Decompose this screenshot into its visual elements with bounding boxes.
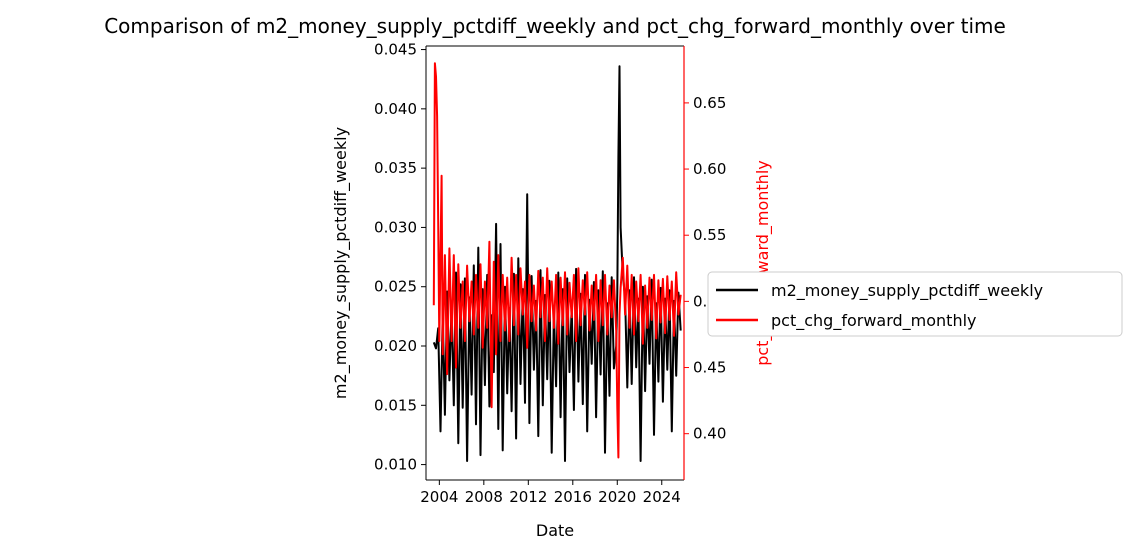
y-left-tick-label: 0.010 [374, 456, 417, 474]
x-axis: 2004 2008 2012 2016 2020 2024 [420, 480, 681, 506]
legend-entry-m2: m2_money_supply_pctdiff_weekly [771, 281, 1043, 301]
y-left-tick-label: 0.030 [374, 218, 417, 236]
y-axis-left-label: m2_money_supply_pctdiff_weekly [331, 127, 351, 399]
x-tick-label: 2012 [509, 488, 547, 506]
series-line-pct-chg-forward [432, 62, 682, 459]
y-left-tick-label: 0.035 [374, 159, 417, 177]
y-right-tick-label: 0.40 [693, 425, 726, 443]
legend-entry-pct-chg: pct_chg_forward_monthly [771, 311, 977, 331]
legend-box [707, 271, 1123, 337]
y-right-tick-label: 0.55 [693, 226, 726, 244]
x-tick-label: 2024 [643, 488, 681, 506]
chart-title: Comparison of m2_money_supply_pctdiff_we… [104, 14, 1006, 38]
x-tick-label: 2020 [598, 488, 636, 506]
y-right-tick-label: 0.60 [693, 160, 726, 178]
series-line-m2-money-supply [432, 65, 682, 462]
y-axis-left: 0.010 0.015 0.020 0.025 0.030 0.035 0.040 0.045 [374, 41, 426, 474]
y-axis-right: 0.400.450.500.550.600.65 [684, 94, 726, 443]
y-left-tick-label: 0.020 [374, 337, 417, 355]
x-tick-label: 2004 [420, 488, 458, 506]
y-right-tick-label: 0.65 [693, 94, 726, 112]
plot-frame [425, 45, 685, 481]
x-tick-label: 2016 [554, 488, 592, 506]
plot-background [426, 46, 684, 480]
y-left-tick-label: 0.040 [374, 100, 417, 118]
y-right-tick-label: 0.45 [693, 359, 726, 377]
x-tick-label: 2008 [465, 488, 503, 506]
plot-area [426, 46, 684, 480]
x-axis-label: Date [536, 521, 574, 540]
y-left-tick-label: 0.025 [374, 278, 417, 296]
y-left-tick-label: 0.045 [374, 41, 417, 59]
series-layer [432, 62, 682, 462]
y-left-tick-label: 0.015 [374, 396, 417, 414]
legend: m2_money_supply_pctdiff_weekly pct_chg_f… [707, 271, 1123, 337]
